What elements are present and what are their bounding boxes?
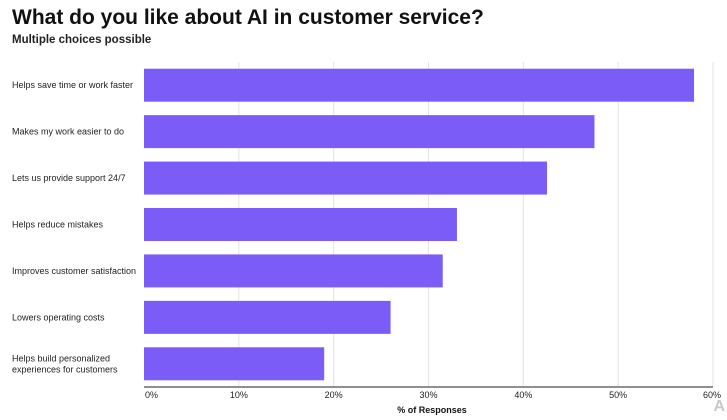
bar bbox=[144, 208, 457, 241]
category-label: Lets us provide support 24/7 bbox=[12, 173, 126, 183]
watermark-logo: A bbox=[713, 398, 725, 415]
chart-subtitle: Multiple choices possible bbox=[12, 34, 152, 46]
category-label: Helps reduce mistakes bbox=[12, 220, 104, 230]
bar bbox=[144, 254, 443, 288]
bar bbox=[144, 161, 548, 195]
bars bbox=[144, 68, 695, 381]
x-tick-labels: 0% 10% 20% 30% 40% 50% 60% bbox=[145, 390, 721, 400]
bar bbox=[144, 347, 325, 381]
category-label: Helps save time or work faster bbox=[12, 80, 133, 90]
bar bbox=[144, 68, 695, 102]
chart-title: What do you like about AI in customer se… bbox=[12, 6, 484, 29]
bar bbox=[144, 115, 595, 149]
x-axis-title: % of Responses bbox=[397, 405, 467, 415]
x-tick-label: 20% bbox=[325, 390, 343, 400]
category-label: Helps build personalized experiences for … bbox=[12, 353, 118, 374]
bar bbox=[144, 300, 391, 334]
category-label: Makes my work easier to do bbox=[12, 127, 124, 137]
x-tick-label: 30% bbox=[419, 390, 437, 400]
category-label: Lowers operating costs bbox=[12, 312, 105, 322]
x-tick-label: 40% bbox=[514, 390, 532, 400]
x-tick-label: 0% bbox=[145, 390, 158, 400]
x-tick-label: 10% bbox=[230, 390, 248, 400]
category-labels: Helps save time or work faster Makes my w… bbox=[12, 80, 136, 374]
x-tick-label: 60% bbox=[703, 390, 721, 400]
x-tick-label: 50% bbox=[609, 390, 627, 400]
category-label: Improves customer satisfaction bbox=[12, 266, 136, 276]
